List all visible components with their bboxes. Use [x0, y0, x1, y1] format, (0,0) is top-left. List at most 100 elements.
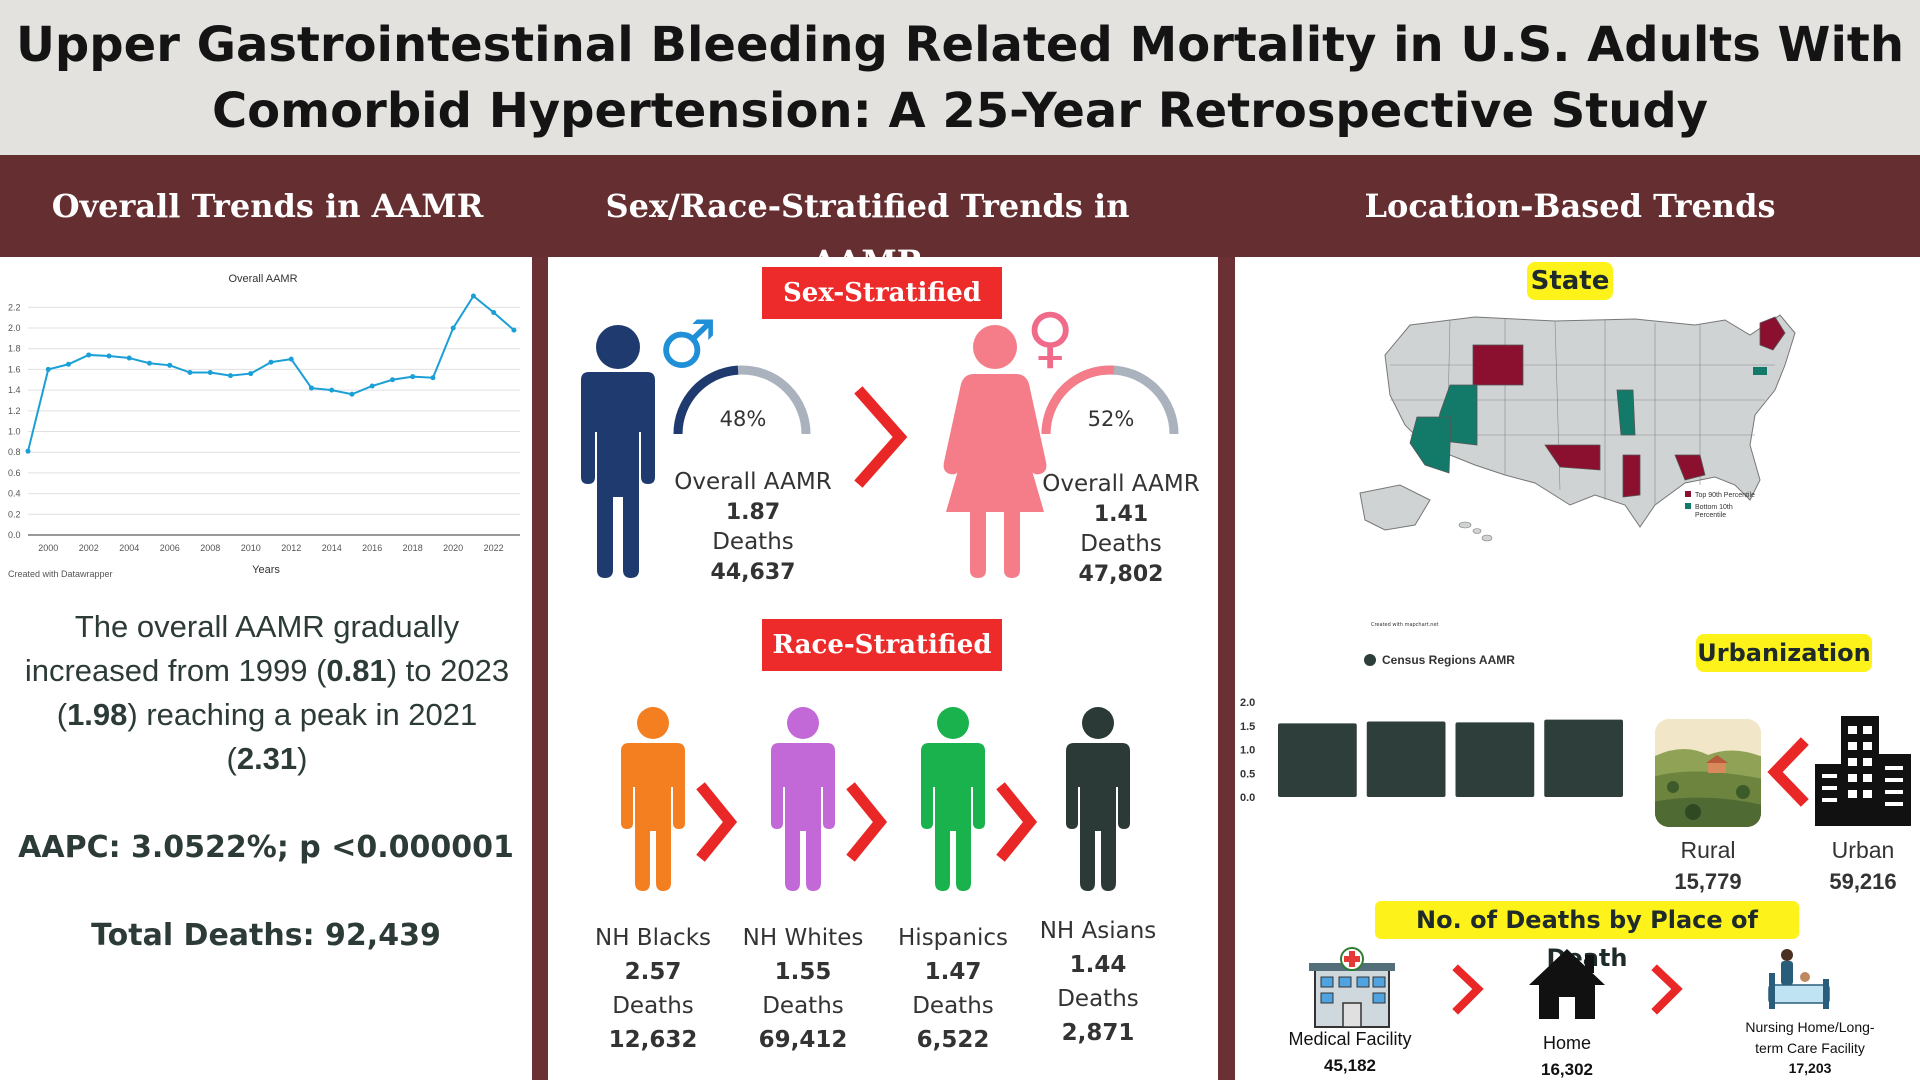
- race-group-nh-whites: NH Whites 1.55 Deaths 69,412: [723, 921, 883, 1057]
- state-tag: State: [1527, 262, 1613, 300]
- race-deaths-label: Deaths: [912, 993, 994, 1019]
- x-tick-label: 2004: [119, 543, 139, 553]
- mississippi-state: [1622, 454, 1641, 498]
- place-nursing-home-label: Nursing Home/Long- term Care Facility: [1710, 1017, 1910, 1059]
- race-deaths-label: Deaths: [1057, 986, 1139, 1012]
- data-point: [470, 293, 476, 299]
- sex-stratified-tag: Sex-Stratified: [762, 267, 1002, 319]
- place-medical-facility-value: 45,182: [1324, 1056, 1376, 1075]
- male-percent-gauge: [673, 365, 811, 435]
- race-deaths: 2,871: [1061, 1020, 1135, 1046]
- male-deaths-value: 44,637: [710, 560, 796, 585]
- urban-value: 59,216: [1829, 869, 1897, 894]
- urban-buildings-icon: [1815, 716, 1911, 826]
- nh-blacks-figure-icon: [621, 707, 685, 891]
- x-tick-label: 2014: [322, 543, 342, 553]
- chevron-3-icon: [996, 782, 1038, 862]
- data-point: [430, 375, 436, 381]
- female-deaths-label: Deaths: [1080, 531, 1162, 557]
- race-deaths-label: Deaths: [612, 993, 694, 1019]
- male-figure-icon: [581, 325, 655, 578]
- data-point: [45, 366, 51, 372]
- legend-bottom-label-2: Percentile: [1695, 512, 1726, 519]
- map-credit: Created with mapchart.net: [1371, 622, 1439, 628]
- y-tick-label: 0.5: [1240, 768, 1255, 780]
- hawaii-shape: [1458, 521, 1493, 542]
- place-home-value: 16,302: [1541, 1060, 1593, 1079]
- race-aamr: 2.57: [624, 959, 682, 985]
- rural-value: 15,779: [1674, 869, 1742, 894]
- data-point: [207, 370, 213, 376]
- data-point: [65, 361, 71, 367]
- bar-south: [1544, 719, 1623, 797]
- bar-northeast: [1278, 723, 1357, 797]
- x-tick-label: 2018: [403, 543, 423, 553]
- overall-summary-text: The overall AAMR gradually increased fro…: [22, 605, 512, 781]
- nh-asians-figure-icon: [1066, 707, 1130, 891]
- hospital-building-icon: [1309, 947, 1395, 1028]
- legend-top-swatch: [1685, 491, 1691, 497]
- y-tick-label: 0.6: [8, 468, 21, 478]
- race-deaths-label: Deaths: [762, 993, 844, 1019]
- x-tick-label: 2008: [200, 543, 220, 553]
- nursing-home-bed-icon: [1768, 949, 1830, 1009]
- data-point: [349, 391, 355, 397]
- female-gauge-fill: [1041, 365, 1115, 435]
- male-symbol-icon: ♂: [658, 306, 718, 383]
- data-point: [450, 325, 456, 331]
- total-deaths-stat: Total Deaths: 92,439: [91, 918, 441, 953]
- legend-label: Census Regions AAMR: [1382, 653, 1515, 667]
- y-tick-label: 2.0: [1240, 697, 1255, 709]
- x-tick-label: 2016: [362, 543, 382, 553]
- chart-title: Overall AAMR: [228, 273, 297, 285]
- data-point: [288, 356, 294, 362]
- data-point: [268, 359, 274, 365]
- place-nursing-home-label-line2: term Care Facility: [1755, 1040, 1865, 1056]
- summary-value-2023: 1.98: [67, 697, 128, 732]
- y-tick-label: 2.2: [8, 302, 21, 312]
- y-tick-label: 0.4: [8, 489, 21, 499]
- race-aamr: 1.55: [774, 959, 832, 985]
- x-tick-label: 2012: [281, 543, 301, 553]
- section-title-overall: Overall Trends in AAMR: [51, 187, 484, 225]
- data-point: [308, 385, 314, 391]
- urban-label: Urban: [1831, 837, 1895, 863]
- race-aamr: 1.47: [924, 959, 982, 985]
- data-point: [126, 355, 132, 361]
- data-point: [511, 327, 517, 333]
- section-header-band: [0, 155, 1920, 257]
- nh-whites-figure-icon: [771, 707, 835, 891]
- legend-swatch: [1364, 654, 1376, 666]
- arizona-state: [1409, 416, 1452, 474]
- race-deaths: 12,632: [608, 1027, 698, 1053]
- data-point: [167, 362, 173, 368]
- x-axis-label: Years: [252, 564, 280, 576]
- less-than-chevron-icon: [1767, 737, 1809, 807]
- x-tick-label: 2006: [160, 543, 180, 553]
- data-point: [491, 310, 497, 316]
- summary-part-2: ) to 2023 (: [56, 653, 510, 732]
- y-tick-label: 1.6: [8, 364, 21, 374]
- urbanization-tag: Urbanization: [1696, 634, 1872, 672]
- y-tick-label: 1.0: [1240, 745, 1255, 757]
- data-point: [25, 448, 31, 454]
- us-state-map: Top 90th Percentile Bottom 10th Percenti…: [1359, 314, 1796, 542]
- summary-part-1: The overall AAMR gradually increased fro…: [24, 609, 460, 688]
- race-stratified-tag: Race-Stratified: [762, 619, 1002, 671]
- y-tick-label: 1.2: [8, 406, 21, 416]
- x-tick-label: 2010: [241, 543, 261, 553]
- legend-top-label: Top 90th Percentile: [1695, 492, 1755, 499]
- hispanics-figure-icon: [921, 707, 985, 891]
- data-point: [86, 352, 92, 358]
- race-name: NH Asians: [1039, 918, 1157, 944]
- data-point: [410, 374, 416, 380]
- overall-panel: Overall AAMR 0.0 0.2 0.4 0.6 0.8 1.0 1.2 1.4 1.6…: [0, 257, 532, 1080]
- alaska-shape: [1359, 484, 1431, 531]
- maine-state: [1759, 316, 1786, 351]
- summary-part-3: ) reaching a peak in 2021 (: [127, 697, 478, 776]
- oklahoma-state: [1544, 444, 1601, 471]
- section-title-sexrace: Sex/Race-Stratified Trends in AAMR: [605, 187, 1130, 281]
- x-tick-label: 2022: [484, 543, 504, 553]
- x-tick-label: 2002: [79, 543, 99, 553]
- race-deaths: 69,412: [758, 1027, 848, 1053]
